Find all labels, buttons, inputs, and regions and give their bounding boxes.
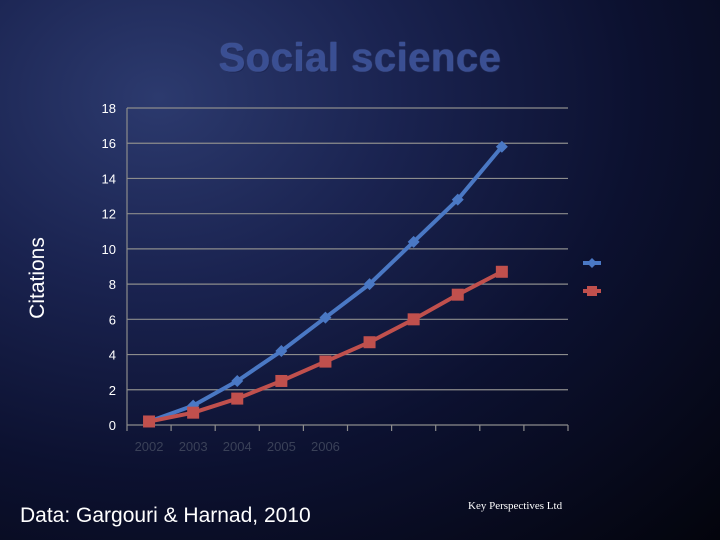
data-point bbox=[363, 336, 376, 349]
x-tick-label: 2003 bbox=[179, 439, 208, 454]
x-tick-label: 2005 bbox=[267, 439, 296, 454]
data-point bbox=[187, 406, 200, 419]
data-point bbox=[319, 355, 332, 368]
data-point bbox=[495, 265, 508, 278]
y-tick-labels: 0 2 4 6 8 10 12 14 16 18 bbox=[102, 101, 116, 433]
legend-marker bbox=[587, 286, 597, 296]
y-tick-label: 2 bbox=[109, 383, 116, 398]
series bbox=[143, 140, 508, 428]
y-tick-label: 10 bbox=[102, 242, 116, 257]
footer-credit: Key Perspectives Ltd bbox=[468, 500, 563, 512]
data-point bbox=[231, 374, 244, 387]
data-source-note: Data: Gargouri & Harnad, 2010 bbox=[20, 504, 311, 527]
x-tick-label: 2006 bbox=[311, 439, 340, 454]
data-point bbox=[407, 235, 420, 248]
data-point bbox=[495, 140, 508, 153]
data-point bbox=[275, 345, 288, 358]
data-point bbox=[275, 374, 288, 387]
y-tick-label: 14 bbox=[102, 171, 116, 186]
y-tick-label: 12 bbox=[102, 207, 116, 222]
data-point bbox=[451, 193, 464, 206]
y-tick-label: 16 bbox=[102, 136, 116, 151]
data-point bbox=[407, 313, 420, 326]
x-tick-labels: 2002 2003 2004 2005 2006 bbox=[135, 439, 340, 454]
gridlines bbox=[126, 107, 569, 431]
data-point bbox=[451, 288, 464, 301]
y-tick-label: 4 bbox=[109, 348, 116, 363]
data-point bbox=[231, 392, 244, 405]
data-point bbox=[143, 415, 156, 428]
data-point bbox=[319, 311, 332, 324]
x-tick-label: 2002 bbox=[135, 439, 164, 454]
x-tick-label: 2004 bbox=[223, 439, 252, 454]
data-point bbox=[363, 278, 376, 291]
y-tick-label: 8 bbox=[109, 277, 116, 292]
y-tick-label: 0 bbox=[109, 418, 116, 433]
slide-title: Social science bbox=[218, 36, 502, 80]
y-tick-label: 6 bbox=[109, 312, 116, 327]
y-tick-label: 18 bbox=[102, 101, 116, 116]
legend bbox=[583, 258, 601, 296]
legend-marker bbox=[587, 258, 597, 268]
